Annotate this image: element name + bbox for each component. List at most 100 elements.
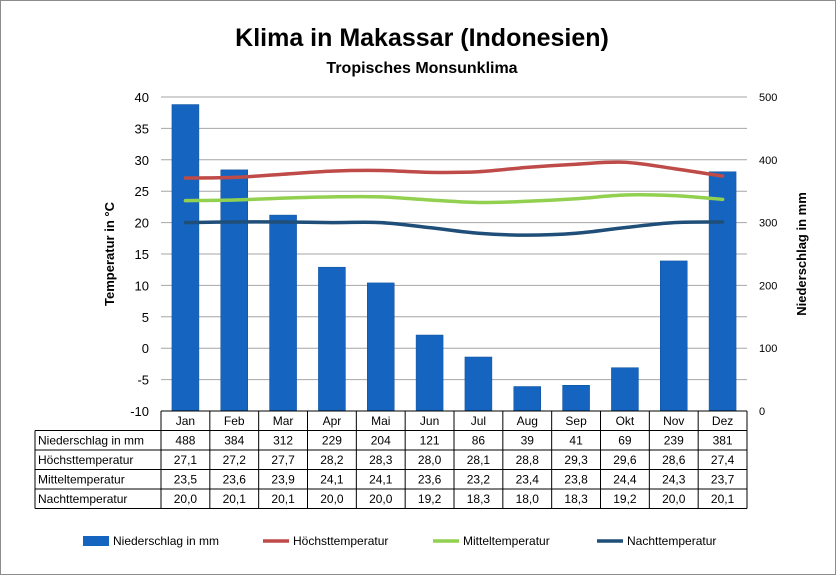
table-cell: 29,6 [613,453,637,467]
table-cell: 20,1 [223,492,247,506]
x-tick-label: Aug [517,414,538,428]
y-right-tick-label: 100 [759,343,777,355]
legend-label: Mitteltemperatur [463,534,550,548]
legend-label: Höchsttemperatur [293,534,388,548]
table-row-label: Höchsttemperatur [38,453,133,467]
table-cell: 384 [224,434,244,448]
y-right-tick-label: 400 [759,155,777,167]
table-cell: 19,2 [418,492,442,506]
table-cell: 69 [618,434,632,448]
table-cell: 24,4 [613,473,637,487]
chart-title: Klima in Makassar (Indonesien) [235,24,609,52]
table-cell: 19,2 [613,492,637,506]
y-right-tick-label: 0 [759,406,765,418]
y-left-tick-label: 5 [142,310,149,325]
table-row-label: Nachttemperatur [38,492,127,506]
chart-subtitle: Tropisches Monsunklima [326,60,517,77]
table-cell: 239 [664,434,684,448]
x-tick-label: Apr [323,414,342,428]
legend-label: Niederschlag in mm [113,534,219,548]
table-cell: 24,1 [369,473,393,487]
table-cell: 20,0 [320,492,344,506]
precip-bar-jun [415,334,444,412]
table-cell: 23,9 [271,473,295,487]
mean-temp-line [183,192,725,205]
table-cell: 23,7 [711,473,735,487]
table-cell: 41 [569,434,583,448]
x-tick-label: Mai [371,414,390,428]
table-cell: 28,6 [662,453,686,467]
table-cell: 23,6 [223,473,247,487]
y-left-tick-label: -10 [130,404,149,419]
legend-swatch-precip [83,536,109,546]
precip-bar-sep [562,385,590,412]
y-right-tick-label: 200 [759,280,777,292]
y-right-axis-title: Niederschlag in mm [794,192,809,316]
table-cell: 28,0 [418,453,442,467]
table-cell: 24,3 [662,473,686,487]
table-cell: 23,8 [564,473,588,487]
precip-bar-mar [269,214,297,412]
table-cell: 381 [713,434,733,448]
table-cell: 28,8 [516,453,540,467]
x-tick-label: Feb [224,414,245,428]
table-row-label: Niederschlag in mm [38,434,144,448]
x-tick-label: Okt [616,414,635,428]
y-left-axis-title: Temperatur in °C [102,201,117,306]
table-cell: 24,1 [320,473,344,487]
table-cell: 20,0 [369,492,393,506]
table-cell: 39 [521,434,535,448]
precip-bar-jul [464,356,493,412]
x-tick-label: Jun [420,414,439,428]
y-left-tick-label: 40 [135,90,149,105]
x-tick-label: Sep [565,414,587,428]
table-cell: 86 [472,434,486,448]
y-right-tick-label: 500 [759,92,777,104]
x-tick-label: Mar [273,414,294,428]
precip-bar-dez [708,171,737,412]
table-cell: 488 [175,434,195,448]
table-cell: 27,7 [271,453,295,467]
precip-bar-okt [611,367,639,412]
y-left-tick-label: 0 [142,341,149,356]
y-left-tick-label: 15 [135,247,149,262]
table-cell: 20,1 [711,492,735,506]
precip-bar-mai [367,282,395,412]
x-tick-label: Jul [471,414,486,428]
table-cell: 312 [273,434,293,448]
y-left-tick-label: 20 [135,216,149,231]
table-cell: 27,1 [174,453,198,467]
table-cell: 27,2 [223,453,247,467]
table-cell: 18,3 [467,492,491,506]
table-cell: 29,3 [564,453,588,467]
y-left-tick-label: 10 [135,278,149,293]
precip-bar-feb [220,169,248,412]
table-cell: 18,3 [564,492,588,506]
precip-bar-aug [513,386,541,412]
y-left-tick-label: 25 [135,184,149,199]
table-cell: 229 [322,434,342,448]
y-left-tick-label: 30 [135,153,149,168]
table-cell: 20,0 [174,492,198,506]
table-cell: 20,1 [271,492,295,506]
table-cell: 27,4 [711,453,735,467]
table-cell: 23,2 [467,473,491,487]
precip-bar-jan [171,104,200,412]
x-tick-label: Dez [712,414,733,428]
precip-bar-apr [318,266,346,412]
low-temp-line [183,220,725,237]
table-cell: 28,1 [467,453,491,467]
table-cell: 23,5 [174,473,198,487]
precip-bar-nov [660,260,688,412]
table-cell: 18,0 [516,492,540,506]
table-cell: 23,4 [516,473,540,487]
table-cell: 20,0 [662,492,686,506]
y-left-tick-label: 35 [135,121,149,136]
table-cell: 28,3 [369,453,393,467]
legend-label: Nachttemperatur [627,534,716,548]
y-right-tick-label: 300 [759,218,777,230]
table-cell: 23,6 [418,473,442,487]
y-left-tick-label: -5 [137,373,149,388]
